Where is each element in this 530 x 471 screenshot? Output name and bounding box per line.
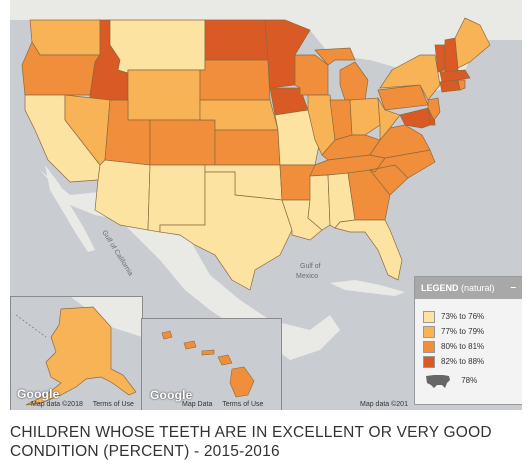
main-map-data-text: Map data ©201: [360, 401, 408, 408]
state-kansas: [214, 129, 281, 166]
island-molokai: [201, 349, 215, 356]
legend-collapse-button[interactable]: –: [510, 282, 516, 293]
page-caption: CHILDREN WHOSE TEETH ARE IN EXCELLENT OR…: [10, 424, 492, 460]
state-maryland: [399, 107, 431, 129]
state-south-dakota: [199, 59, 271, 101]
state-alaska: [25, 306, 137, 406]
google-logo-hawaii: Google: [150, 388, 193, 402]
state-ohio: [349, 97, 381, 136]
alaska-map-data-text: Map data ©2018: [31, 401, 83, 408]
island-maui: [217, 354, 233, 366]
hawaii-terms-link[interactable]: Terms of Use: [222, 401, 264, 408]
state-new-hampshire: [444, 37, 459, 73]
state-massachusetts: [439, 69, 471, 83]
state-connecticut: [439, 79, 461, 93]
national-percent: 78%: [461, 376, 478, 386]
hawaii-footer: Map Data Terms of Use: [182, 401, 271, 408]
legend-label: 80% to 81%: [441, 342, 485, 352]
state-florida: [334, 219, 403, 281]
state-wyoming: [127, 69, 201, 121]
main-map-footer: Map data ©201: [360, 401, 416, 408]
state-maine: [454, 17, 491, 69]
legend-label: 73% to 76%: [441, 312, 485, 322]
state-wisconsin: [294, 54, 329, 96]
gulf-of-mexico-label-1: Gulf of: [300, 263, 321, 270]
legend-panel: LEGEND (natural) – 73% to 76% 77% to 79%…: [414, 276, 522, 405]
state-north-dakota: [204, 19, 269, 61]
legend-label: 82% to 88%: [441, 357, 485, 367]
legend-item: 80% to 81%: [423, 341, 522, 356]
legend-header[interactable]: LEGEND (natural) –: [415, 277, 522, 299]
legend-swatch: [423, 311, 435, 323]
hawaii-inset[interactable]: Google Map Data Terms of Use: [141, 318, 282, 410]
legend-title: LEGEND: [421, 283, 459, 293]
alaska-terms-link[interactable]: Terms of Use: [92, 401, 134, 408]
gulf-of-mexico-label-2: Mexico: [296, 273, 318, 280]
legend-label: 77% to 79%: [441, 327, 485, 337]
island-oahu: [183, 340, 197, 350]
legend-item: 82% to 88%: [423, 356, 522, 371]
legend-item: 77% to 79%: [423, 326, 522, 341]
legend-swatch: [423, 326, 435, 338]
legend-subtitle: (natural): [461, 283, 495, 293]
state-texas: [159, 171, 293, 291]
legend-item: 73% to 76%: [423, 311, 522, 326]
alaska-inset[interactable]: Google Map data ©2018 Terms of Use: [10, 296, 143, 410]
state-rhode-island: [457, 79, 466, 91]
legend-swatch: [423, 356, 435, 368]
alaska-footer: Map data ©2018 Terms of Use: [31, 401, 142, 408]
legend-national-value: 78%: [425, 373, 477, 389]
legend-swatch: [423, 341, 435, 353]
hawaii-map-data-text: Map Data: [182, 401, 213, 408]
state-georgia: [347, 169, 391, 221]
state-montana: [109, 19, 206, 74]
us-silhouette-icon: [426, 375, 450, 388]
google-logo-alaska: Google: [17, 387, 60, 401]
island-kauai: [161, 330, 173, 340]
state-colorado: [149, 119, 216, 166]
state-new-jersey: [427, 97, 441, 121]
state-new-mexico: [147, 164, 206, 233]
state-washington: [29, 19, 101, 56]
island-big-island: [229, 366, 255, 398]
map-frame[interactable]: Gulf of California Gulf of Mexico Map da…: [10, 0, 522, 410]
